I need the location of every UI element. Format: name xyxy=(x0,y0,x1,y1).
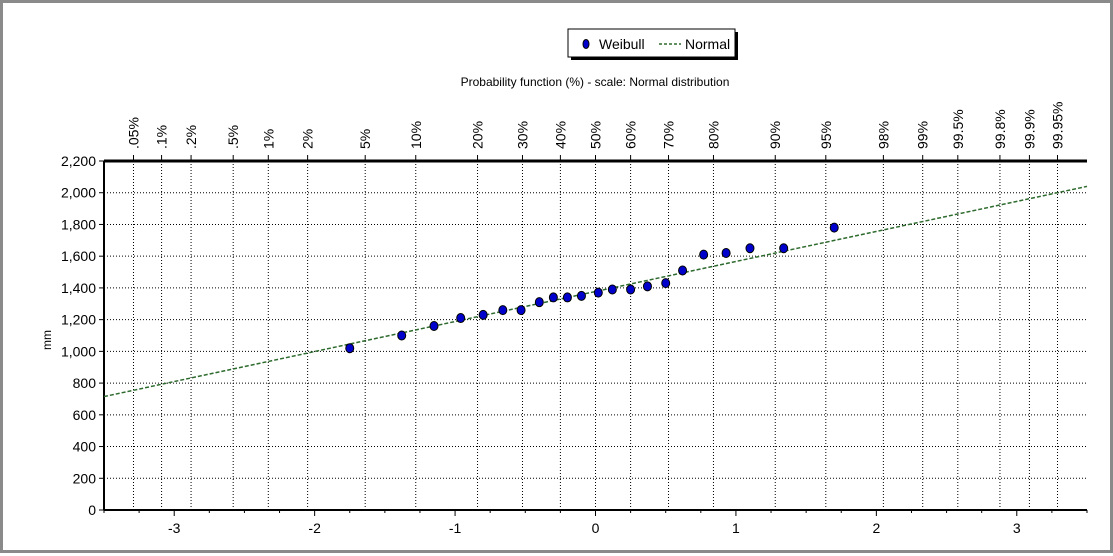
weibull-point xyxy=(562,292,572,303)
y-tick-label: 800 xyxy=(73,375,97,391)
legend-label-weibull: Weibull xyxy=(599,36,645,52)
weibull-point xyxy=(607,284,617,295)
weibull-point xyxy=(661,278,671,289)
weibull-point xyxy=(478,309,488,320)
x-tick-label: 2 xyxy=(872,520,880,536)
weibull-point xyxy=(626,284,636,295)
legend-marker-weibull xyxy=(582,39,590,49)
weibull-point xyxy=(745,243,755,254)
y-tick-label: 0 xyxy=(88,502,96,518)
top-probability-label: 98% xyxy=(875,121,891,149)
legend: Weibull Normal xyxy=(567,28,738,60)
y-tick-label: 1,600 xyxy=(61,248,96,264)
top-probability-label: 90% xyxy=(767,121,783,149)
top-probability-label: 99.95% xyxy=(1050,102,1066,149)
weibull-point xyxy=(779,243,789,254)
normal-fit-line xyxy=(103,185,1088,398)
y-axis-label: mm xyxy=(40,330,54,350)
points-layer xyxy=(345,222,839,354)
top-probability-label: 5% xyxy=(357,129,373,149)
y-tick-label: 1,800 xyxy=(61,216,96,232)
x-tick-label: 3 xyxy=(1013,520,1021,536)
x-tick-label: -3 xyxy=(168,520,181,536)
weibull-point xyxy=(576,290,586,301)
weibull-point xyxy=(548,292,558,303)
y-tick-label: 200 xyxy=(73,470,97,486)
top-probability-label: 99.8% xyxy=(992,109,1008,149)
top-probability-label: 1% xyxy=(260,129,276,149)
weibull-point xyxy=(829,222,839,233)
top-probability-label: 10% xyxy=(408,121,424,149)
legend-label-normal: Normal xyxy=(685,36,730,52)
weibull-point xyxy=(345,343,355,354)
y-tick-label: 2,200 xyxy=(61,153,96,169)
weibull-point xyxy=(721,248,731,259)
y-tick-label: 1,000 xyxy=(61,343,96,359)
chart-title: Probability function (%) - scale: Normal… xyxy=(461,75,730,89)
top-probability-label: .1% xyxy=(154,125,170,149)
top-probability-label: 80% xyxy=(705,121,721,149)
top-probability-label: 99.9% xyxy=(1021,109,1037,149)
y-tick-label: 400 xyxy=(73,439,97,455)
legend-box xyxy=(567,28,736,58)
x-tick-label: -2 xyxy=(308,520,321,536)
labels-layer: 0 200 400 600 800 1,000 1,200 1,400 1,600 1,800 2,… xyxy=(61,102,1066,536)
y-tick-label: 600 xyxy=(73,407,97,423)
y-tick-label: 1,400 xyxy=(61,280,96,296)
weibull-point xyxy=(516,305,526,316)
grid-layer xyxy=(104,160,1087,510)
weibull-point xyxy=(699,249,709,260)
x-tick-label: 0 xyxy=(592,520,600,536)
top-probability-label: 40% xyxy=(552,121,568,149)
top-probability-label: 20% xyxy=(470,121,486,149)
top-probability-label: .5% xyxy=(225,125,241,149)
top-probability-label: 30% xyxy=(514,121,530,149)
weibull-point xyxy=(498,305,508,316)
top-probability-label: 99.5% xyxy=(950,109,966,149)
weibull-point xyxy=(397,330,407,341)
top-probability-label: .05% xyxy=(125,117,141,149)
x-tick-label: 1 xyxy=(732,520,740,536)
top-probability-label: 99% xyxy=(915,121,931,149)
weibull-point xyxy=(456,313,466,324)
x-tick-label: -1 xyxy=(449,520,462,536)
top-probability-label: 95% xyxy=(818,121,834,149)
weibull-point xyxy=(534,297,544,308)
weibull-point xyxy=(678,265,688,276)
top-probability-label: 50% xyxy=(588,121,604,149)
weibull-point xyxy=(593,287,603,298)
top-probability-label: .2% xyxy=(183,125,199,149)
top-probability-label: 60% xyxy=(623,121,639,149)
weibull-point xyxy=(642,281,652,292)
top-probability-label: 70% xyxy=(661,121,677,149)
probability-plot: 0 200 400 600 800 1,000 1,200 1,400 1,600 1,800 2,… xyxy=(40,28,1088,536)
y-tick-label: 2,000 xyxy=(61,185,96,201)
top-probability-label: 2% xyxy=(300,129,316,149)
axes-layer xyxy=(99,155,1088,516)
line-layer xyxy=(103,185,1088,398)
weibull-point xyxy=(429,320,439,331)
y-tick-label: 1,200 xyxy=(61,312,96,328)
